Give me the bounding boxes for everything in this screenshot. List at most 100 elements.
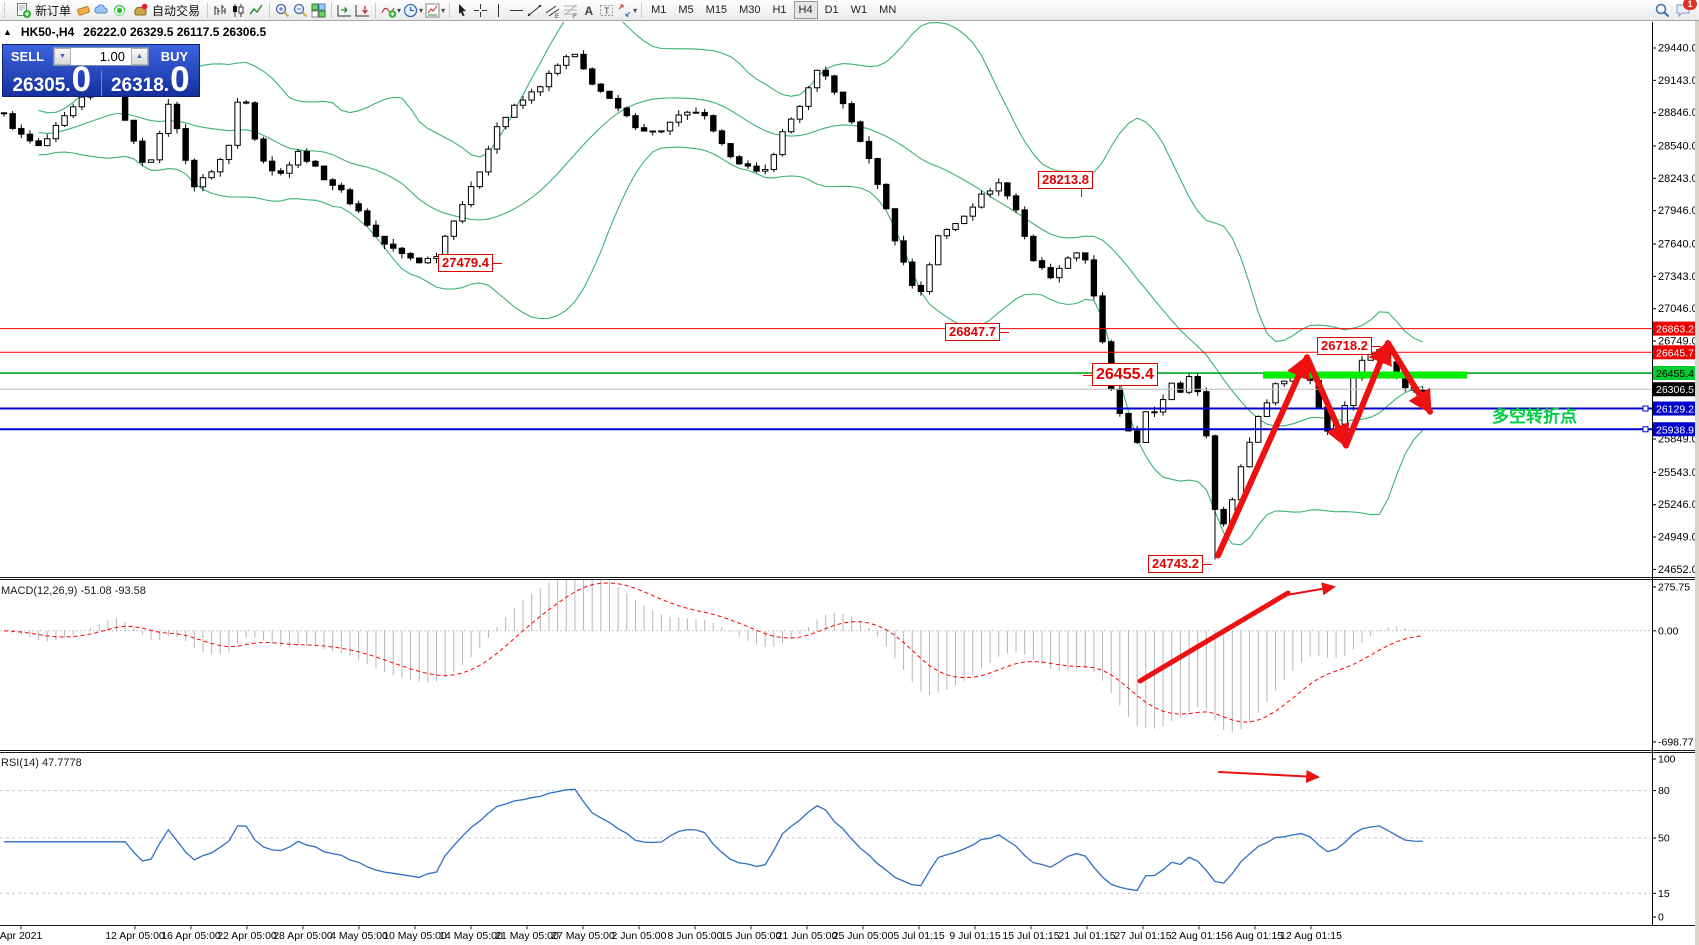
price-callout-26718.2[interactable]: 26718.2 [1317, 337, 1372, 355]
search-icon[interactable] [1654, 2, 1671, 19]
templates-icon[interactable] [424, 2, 441, 19]
fibonacci-icon[interactable]: F [562, 2, 579, 19]
line-chart-icon[interactable] [248, 2, 265, 19]
new-order-button[interactable]: 新订单 [12, 1, 74, 19]
indicators-dropdown-icon[interactable]: ▾ [397, 5, 402, 15]
svg-text:25938.9: 25938.9 [1656, 424, 1694, 436]
buy-button[interactable]: BUY [150, 45, 199, 68]
signal-icon[interactable] [111, 2, 128, 19]
periods-icon[interactable] [402, 2, 419, 19]
periods-dropdown-icon[interactable]: ▾ [419, 5, 424, 15]
trendline-icon[interactable] [526, 2, 543, 19]
tile-windows-icon[interactable] [310, 2, 327, 19]
equidistant-channel-icon[interactable]: E [544, 2, 561, 19]
indicators-icon[interactable] [380, 2, 397, 19]
timeframe-H1[interactable]: H1 [772, 4, 787, 16]
macd-pane[interactable] [0, 570, 1652, 733]
arrows-icon[interactable] [616, 2, 633, 19]
cursor-icon[interactable] [454, 2, 471, 19]
svg-text:22 Apr 05:00: 22 Apr 05:00 [217, 930, 277, 942]
callout-tail [1083, 374, 1092, 376]
main-price-pane[interactable] [0, 0, 1652, 560]
horizontal-line-icon[interactable] [508, 2, 525, 19]
arrows-dropdown-icon[interactable]: ▾ [633, 5, 638, 15]
timeframe-MN[interactable]: MN [879, 4, 897, 16]
chinese-annotation[interactable]: 多空转折点 [1492, 407, 1577, 426]
svg-text:28 Apr 05:00: 28 Apr 05:00 [273, 930, 333, 942]
vertical-line-icon[interactable] [490, 2, 507, 19]
svg-text:5 Jul 01:15: 5 Jul 01:15 [893, 930, 945, 942]
price-badge-26306.5 [1653, 382, 1698, 397]
chart-shift-icon[interactable] [354, 2, 371, 19]
panel-collapse-icon[interactable]: ▲ [3, 26, 12, 37]
text-icon[interactable]: A [580, 2, 597, 19]
svg-text:E: E [555, 14, 559, 19]
svg-text:29143.0: 29143.0 [1658, 75, 1698, 87]
svg-text:26306.5: 26306.5 [1656, 384, 1694, 396]
price-callout-26455.4[interactable]: 26455.4 [1092, 363, 1158, 386]
svg-text:2 Jun 05:00: 2 Jun 05:00 [612, 930, 667, 942]
autotrading-icon [132, 2, 149, 19]
cloud-icon[interactable] [93, 2, 110, 19]
svg-text:26645.7: 26645.7 [1656, 347, 1694, 359]
volume-input[interactable]: 1.00 [99, 49, 125, 64]
volume-increase-button[interactable]: ▲ [131, 48, 148, 65]
zoom-in-icon[interactable] [274, 2, 291, 19]
new-order-label: 新订单 [35, 3, 72, 18]
svg-text:21 Jun 05:00: 21 Jun 05:00 [777, 930, 838, 942]
new-order-icon [15, 2, 32, 19]
sell-button[interactable]: SELL [3, 45, 52, 68]
svg-text:100: 100 [1658, 754, 1676, 766]
callout-tail [493, 263, 502, 264]
crosshair-icon[interactable] [472, 2, 489, 19]
price-callout-27479.4[interactable]: 27479.4 [438, 254, 493, 272]
bar-chart-icon[interactable] [212, 2, 229, 19]
timeframe-H4[interactable]: H4 [793, 1, 818, 19]
one-click-trading-panel: SELL ▼ 1.00 ▲ BUY 26305. 0 26318. 0 [2, 44, 200, 97]
price-callout-28213.8[interactable]: 28213.8 [1038, 171, 1093, 189]
timeframe-M15[interactable]: M15 [705, 4, 728, 16]
svg-text:25543.0: 25543.0 [1658, 467, 1698, 479]
macd-current-values: -51.08 -93.58 [80, 585, 146, 597]
chat-icon[interactable]: 1 [1675, 0, 1697, 19]
timeframe-M5[interactable]: M5 [678, 4, 694, 16]
buy-price-main: 26318 [110, 75, 164, 96]
timeframe-D1[interactable]: D1 [824, 4, 839, 16]
price-callout-24743.2[interactable]: 24743.2 [1148, 555, 1203, 573]
zoom-out-icon[interactable] [292, 2, 309, 19]
timeframe-M30[interactable]: M30 [739, 4, 761, 16]
volume-decrease-button[interactable]: ▼ [54, 48, 71, 65]
svg-text:6 Aug 01:15: 6 Aug 01:15 [1227, 930, 1283, 942]
svg-text:T: T [604, 6, 610, 16]
rsi-current-value: 47.7778 [41, 757, 82, 769]
price-callout-26847.7[interactable]: 26847.7 [945, 323, 1000, 341]
eraser-icon[interactable] [75, 2, 92, 19]
auto-scroll-icon[interactable] [336, 2, 353, 19]
svg-text:12 Aug 01:15: 12 Aug 01:15 [1280, 930, 1342, 942]
zigzag-arrows[interactable] [1215, 340, 1433, 559]
svg-text:0.00: 0.00 [1658, 625, 1679, 637]
rsi-pane[interactable] [0, 769, 1652, 894]
svg-text:28846.0: 28846.0 [1658, 107, 1698, 119]
timeframe-M1[interactable]: M1 [651, 4, 667, 16]
price-badge-26863.2 [1653, 321, 1698, 336]
price-badge-26455.4 [1653, 366, 1698, 381]
templates-dropdown-icon[interactable]: ▾ [441, 5, 446, 15]
text-label-icon[interactable]: T [598, 2, 615, 19]
svg-text:15 Jun 05:00: 15 Jun 05:00 [721, 930, 782, 942]
svg-text:-698.77: -698.77 [1658, 736, 1694, 748]
svg-text:A: A [585, 4, 594, 18]
sell-price-main: 26305 [12, 75, 66, 96]
macd-indicator-label: MACD(12,26,9) -51.08 -93.58 [1, 585, 146, 597]
buy-price[interactable]: 26318. 0 [110, 60, 190, 100]
timeframe-W1[interactable]: W1 [850, 4, 868, 16]
notification-badge: 1 [1683, 0, 1697, 10]
svg-text:27946.0: 27946.0 [1658, 205, 1698, 217]
toolbar-grip [4, 3, 8, 17]
svg-text:15: 15 [1658, 888, 1670, 900]
candlestick-chart-icon[interactable] [230, 2, 247, 19]
price-badge-26129.2 [1653, 401, 1698, 416]
autotrading-button[interactable]: 自动交易 [129, 1, 203, 19]
sell-price[interactable]: 26305. 0 [12, 60, 92, 100]
